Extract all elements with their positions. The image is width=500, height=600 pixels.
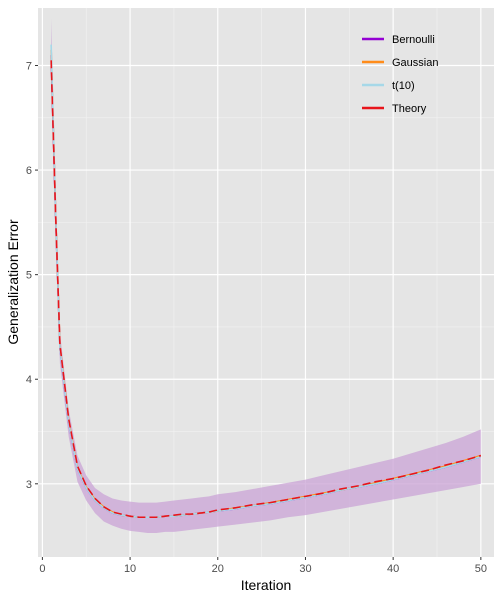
series-line-t-10- xyxy=(50,44,482,519)
x-tick-label: 50 xyxy=(475,563,487,575)
grid-major xyxy=(38,8,494,557)
y-tick-label: 4 xyxy=(26,374,32,386)
x-tick-label: 20 xyxy=(212,563,224,575)
y-axis-title: Generalization Error xyxy=(5,219,21,345)
legend-label: t(10) xyxy=(392,80,415,92)
series-lines xyxy=(50,44,482,519)
legend-label: Gaussian xyxy=(392,57,438,69)
x-tick-label: 30 xyxy=(299,563,311,575)
x-tick-label: 40 xyxy=(387,563,399,575)
confidence-bands xyxy=(51,18,481,533)
x-axis-title: Iteration xyxy=(241,577,292,593)
legend: Bernoulli Gaussian t(10) Theory xyxy=(362,34,438,115)
x-tick-label: 0 xyxy=(39,563,45,575)
series-line-theory xyxy=(50,60,482,519)
legend-label: Theory xyxy=(392,103,427,115)
x-axis-ticks: 0 10 20 30 40 50 xyxy=(39,557,487,575)
y-axis-ticks: 3 4 5 6 7 xyxy=(26,61,38,491)
y-tick-label: 6 xyxy=(26,165,32,177)
legend-label: Bernoulli xyxy=(392,34,435,46)
x-tick-label: 10 xyxy=(124,563,136,575)
y-tick-label: 7 xyxy=(26,61,32,73)
y-tick-label: 3 xyxy=(26,479,32,491)
y-tick-label: 5 xyxy=(26,270,32,282)
grid-minor xyxy=(38,8,494,557)
band-bernoulli xyxy=(51,18,481,533)
